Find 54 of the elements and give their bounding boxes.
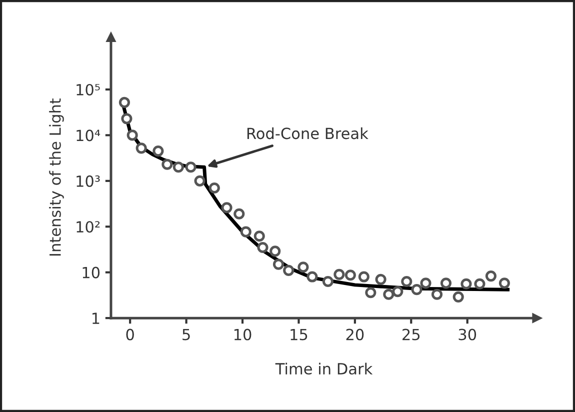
point — [344, 270, 356, 281]
point — [365, 287, 376, 298]
point — [440, 278, 452, 289]
x-tick-label: 10 — [234, 328, 252, 340]
point — [162, 158, 173, 170]
y-tick-label: 10 — [82, 266, 100, 278]
y-tick-label: 10² — [76, 221, 100, 233]
y-tick-label: 10³ — [76, 175, 100, 187]
point — [240, 226, 252, 238]
x-tick-label: 15 — [290, 328, 308, 340]
x-tick-label: 0 — [126, 328, 134, 340]
y-tick-label: 10⁵ — [76, 84, 100, 96]
x-tick-label: 20 — [346, 328, 364, 340]
x-axis-title: Time in Dark — [275, 362, 373, 375]
x-tick-label: 25 — [402, 328, 420, 340]
point — [498, 278, 510, 289]
point — [194, 175, 206, 186]
point — [460, 278, 472, 290]
y-tick-label: 10⁴ — [76, 130, 100, 142]
point — [136, 142, 147, 154]
point — [270, 246, 281, 257]
point — [152, 146, 164, 157]
point — [208, 182, 220, 194]
point — [272, 258, 284, 270]
point — [358, 271, 370, 282]
point — [431, 288, 443, 300]
y-axis-title: Intensity of the Light — [49, 98, 64, 256]
y-tick-label: 1 — [92, 312, 100, 324]
point — [452, 291, 464, 302]
point — [221, 202, 232, 214]
point — [126, 130, 138, 141]
point — [234, 208, 245, 220]
point — [298, 262, 309, 273]
point — [118, 96, 130, 108]
point — [420, 278, 432, 289]
point — [306, 271, 318, 282]
point — [283, 264, 294, 276]
point — [185, 162, 196, 173]
x-tick-label: 5 — [182, 328, 190, 340]
point — [322, 276, 334, 288]
point — [383, 288, 394, 300]
point — [172, 162, 184, 173]
point — [474, 278, 486, 290]
point — [121, 113, 132, 124]
x-tick-label: 30 — [458, 328, 476, 340]
point — [411, 284, 422, 296]
point — [401, 276, 412, 288]
point — [392, 286, 404, 298]
point — [375, 274, 386, 285]
point — [334, 268, 345, 280]
point — [257, 242, 268, 254]
point — [254, 230, 265, 242]
point — [485, 270, 496, 282]
annotation: Rod-Cone Break — [247, 127, 368, 140]
